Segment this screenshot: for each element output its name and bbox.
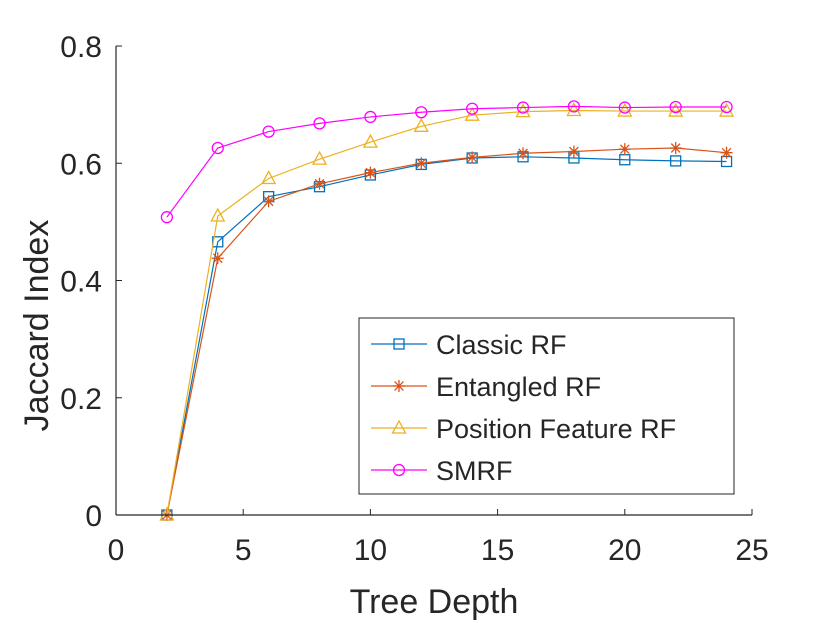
data-point-entangled-rf	[466, 151, 479, 164]
data-point-position-feature-rf	[311, 150, 328, 165]
legend-marker-position-feature-rf	[391, 419, 407, 434]
data-point-position-feature-rf	[464, 106, 480, 121]
legend-item-position-feature-rf: Position Feature RF	[371, 414, 676, 444]
data-point-entangled-rf	[618, 143, 631, 156]
legend-marker-classic-rf	[393, 338, 405, 350]
data-point-smrf	[516, 101, 530, 114]
data-point-entangled-rf	[262, 195, 275, 208]
data-point-position-feature-rf	[159, 506, 175, 521]
series-line-smrf	[166, 105, 727, 218]
data-point-entangled-rf	[517, 147, 530, 160]
data-point-smrf	[618, 101, 631, 114]
data-point-position-feature-rf	[668, 102, 684, 117]
data-point-entangled-rf	[364, 166, 377, 179]
data-point-smrf	[313, 117, 326, 130]
series-line-position-feature-rf	[166, 109, 727, 516]
legend-label-classic-rf: Classic RF	[436, 330, 567, 360]
data-point-position-feature-rf	[261, 170, 277, 185]
y-tick-label: 0.8	[60, 31, 102, 64]
y-tick-label: 0.4	[60, 266, 102, 299]
series-entangled-rf	[160, 142, 733, 521]
data-point-position-feature-rf	[515, 103, 531, 118]
legend-item-entangled-rf: Entangled RF	[371, 372, 601, 402]
data-point-position-feature-rf	[413, 117, 429, 132]
x-tick-label: 5	[235, 534, 252, 567]
data-point-entangled-rf	[669, 142, 682, 155]
series-position-feature-rf	[159, 102, 735, 521]
x-ticks: 0 5 10 15 20 25	[108, 509, 769, 567]
data-point-smrf	[415, 106, 428, 119]
x-tick-label: 0	[108, 534, 125, 567]
legend-item-classic-rf: Classic RF	[371, 330, 567, 360]
y-ticks: 0 0.2 0.4 0.6 0.8	[60, 31, 122, 533]
data-point-classic-rf	[670, 155, 682, 167]
data-point-smrf	[262, 125, 275, 138]
data-point-smrf	[364, 110, 377, 124]
legend-item-smrf: SMRF	[371, 456, 513, 486]
series-layer	[159, 100, 735, 521]
y-axis-label: Jaccard Index	[18, 220, 56, 432]
x-axis-label: Tree Depth	[350, 583, 519, 621]
x-tick-label: 10	[354, 534, 387, 567]
data-point-entangled-rf	[211, 252, 224, 265]
legend-label-smrf: SMRF	[436, 456, 513, 486]
legend: Classic RF Entangled RF Position Feature R…	[358, 317, 735, 495]
series-smrf	[160, 100, 733, 224]
x-tick-label: 25	[735, 534, 768, 567]
data-point-smrf	[669, 100, 682, 114]
data-point-entangled-rf	[415, 157, 428, 170]
data-point-entangled-rf	[567, 145, 580, 158]
data-point-smrf	[160, 211, 174, 224]
data-point-position-feature-rf	[566, 102, 582, 117]
legend-box	[358, 317, 735, 495]
data-point-position-feature-rf	[362, 133, 378, 148]
data-point-entangled-rf	[720, 146, 733, 159]
data-point-smrf	[567, 100, 581, 113]
y-tick-label: 0	[85, 500, 102, 533]
legend-marker-smrf	[392, 463, 406, 477]
data-point-position-feature-rf	[617, 102, 633, 117]
y-tick-label: 0.6	[60, 148, 102, 181]
y-tick-label: 0.2	[60, 383, 102, 416]
data-point-classic-rf	[212, 236, 224, 248]
x-tick-label: 15	[481, 534, 514, 567]
series-line-classic-rf	[166, 156, 727, 516]
data-point-smrf	[466, 102, 479, 115]
data-point-entangled-rf	[313, 177, 326, 190]
x-tick-label: 20	[608, 534, 641, 567]
data-point-position-feature-rf	[210, 207, 226, 222]
data-point-smrf	[211, 141, 224, 155]
legend-marker-entangled-rf	[393, 380, 405, 392]
series-line-entangled-rf	[166, 147, 727, 516]
legend-label-entangled-rf: Entangled RF	[436, 372, 601, 402]
legend-label-position-feature-rf: Position Feature RF	[436, 414, 676, 444]
data-point-smrf	[720, 100, 733, 114]
data-point-position-feature-rf	[718, 102, 735, 117]
